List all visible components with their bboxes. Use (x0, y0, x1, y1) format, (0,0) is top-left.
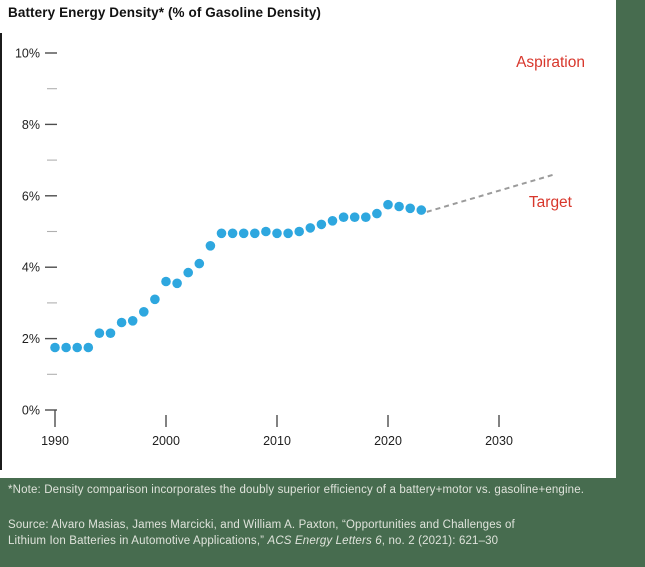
data-point (127, 316, 138, 326)
y-tick-label: 6% (22, 189, 40, 203)
data-point (316, 219, 327, 230)
data-point (139, 307, 149, 317)
data-point (338, 212, 349, 222)
data-point (238, 228, 249, 239)
y-tick-label: 0% (22, 404, 40, 418)
data-point (227, 228, 238, 239)
chart-title: Battery Energy Density* (% of Gasoline D… (8, 5, 322, 20)
data-point (283, 228, 293, 239)
target-label: Target (529, 194, 573, 211)
data-point (250, 228, 260, 239)
data-point (216, 228, 227, 239)
source-line1: Source: Alvaro Masias, James Marcicki, a… (8, 519, 515, 531)
data-point (394, 201, 404, 212)
data-point (361, 212, 371, 222)
y-tick-label: 10% (15, 47, 40, 61)
y-tick-label: 2% (22, 332, 40, 346)
data-point (205, 241, 216, 251)
data-point (105, 328, 116, 339)
data-point (272, 228, 282, 239)
chart-panel: Battery Energy Density* (% of Gasoline D… (0, 0, 616, 478)
target-projection-line (426, 173, 555, 213)
data-point (183, 267, 193, 278)
source-journal: ACS Energy Letters 6 (267, 535, 382, 547)
data-point (50, 342, 60, 353)
data-point (416, 205, 427, 215)
data-point (327, 216, 338, 226)
x-tick-label: 2000 (152, 434, 180, 448)
source-line2: Lithium Ion Batteries in Automotive Appl… (8, 535, 268, 547)
footer: *Note: Density comparison incorporates t… (0, 478, 645, 567)
data-point (194, 258, 205, 269)
x-tick-label: 2020 (374, 434, 402, 448)
scatter-chart: 0% 2% 4% 6% 8% 10% 1990 2000 2010 2020 2030 Aspirat… (15, 47, 585, 449)
data-point (294, 226, 305, 237)
x-tick-label: 2010 (263, 434, 291, 448)
data-point (150, 294, 160, 305)
source-citation: Source: Alvaro Masias, James Marcicki, a… (8, 517, 515, 549)
data-point (349, 212, 360, 222)
left-edge-rule (0, 33, 2, 470)
data-point (116, 317, 127, 328)
x-tick-label: 2030 (485, 434, 513, 448)
source-suffix: , no. 2 (2021): 621–30 (381, 535, 499, 547)
data-point (261, 226, 271, 237)
y-tick-label: 8% (22, 118, 40, 132)
x-tick-label: 1990 (41, 434, 69, 448)
data-point (83, 342, 94, 353)
data-point (94, 328, 105, 339)
data-point (72, 342, 82, 353)
data-point (305, 223, 316, 233)
data-point (372, 208, 382, 219)
data-point (383, 199, 393, 210)
aspiration-label: Aspiration (516, 54, 585, 71)
data-point (172, 278, 182, 289)
y-tick-label: 4% (22, 261, 40, 275)
data-point (61, 342, 71, 353)
footnote: *Note: Density comparison incorporates t… (8, 484, 585, 496)
data-point (405, 203, 416, 214)
data-point (161, 276, 171, 287)
